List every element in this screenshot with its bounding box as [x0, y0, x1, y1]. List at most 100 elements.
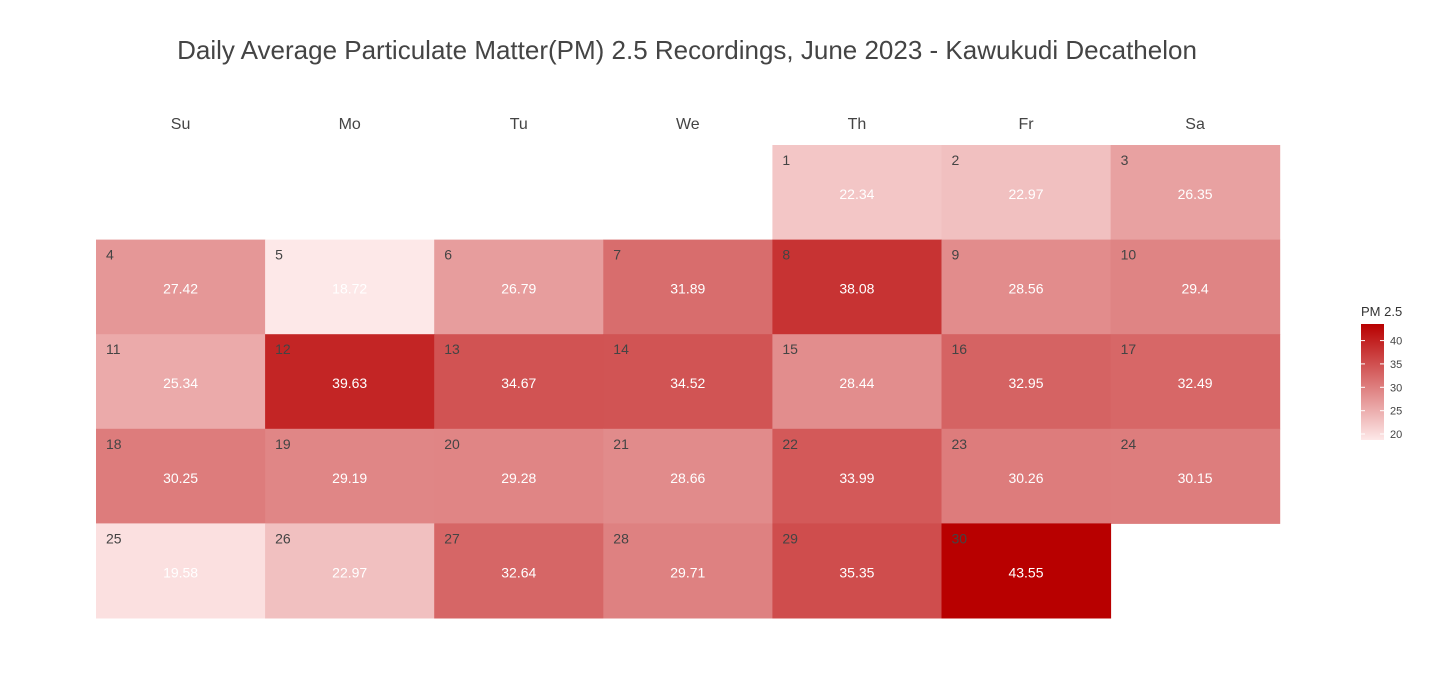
day-number: 10 — [1121, 247, 1137, 263]
day-number: 23 — [952, 436, 968, 452]
cell-rect — [603, 428, 773, 524]
calendar-cell-28: 28 29.71 — [603, 523, 773, 619]
cell-value: 32.95 — [1008, 375, 1043, 391]
cell-value: 18.72 — [332, 281, 367, 297]
cell-value: 29.71 — [670, 564, 705, 580]
chart-title: Daily Average Particulate Matter(PM) 2.5… — [177, 35, 1197, 65]
weekday-label-fr: Fr — [1018, 116, 1034, 133]
day-number: 9 — [952, 247, 960, 263]
cell-value: 22.97 — [332, 564, 367, 580]
cell-rect — [434, 428, 604, 524]
day-number: 7 — [613, 247, 621, 263]
cell-rect — [772, 334, 942, 430]
calendar-cell-5: 518.72 — [265, 239, 435, 335]
weekday-label-tu: Tu — [510, 116, 528, 133]
calendar-cell-2: 222.97 — [941, 145, 1112, 241]
calendar-cell-7: 731.89 — [603, 239, 773, 335]
cell-value: 33.99 — [839, 470, 874, 486]
legend-colorbar — [1361, 324, 1384, 440]
cell-value: 22.34 — [839, 186, 874, 202]
legend-title: PM 2.5 — [1361, 304, 1402, 319]
cell-rect — [96, 239, 266, 335]
calendar-cell-1: 122.34 — [772, 145, 942, 241]
cell-rect — [1110, 239, 1281, 335]
calendar-cell-19: 19 29.19 — [265, 428, 435, 524]
cell-value: 29.28 — [501, 470, 536, 486]
calendar-cell-11: 11 25.34 — [96, 334, 266, 430]
cell-value: 19.58 — [163, 564, 198, 580]
cell-value: 34.67 — [501, 375, 536, 391]
cell-value: 22.97 — [1008, 186, 1043, 202]
cell-value: 43.55 — [1008, 564, 1043, 580]
cell-rect — [772, 239, 942, 335]
calendar-cell-9: 928.56 — [941, 239, 1112, 335]
day-number: 21 — [613, 436, 629, 452]
day-number: 18 — [106, 436, 122, 452]
cell-value: 25.34 — [163, 375, 198, 391]
cell-value: 26.35 — [1178, 186, 1213, 202]
day-number: 3 — [1121, 152, 1129, 168]
cell-rect — [265, 523, 435, 619]
cell-value: 26.79 — [501, 281, 536, 297]
cell-value: 29.19 — [332, 470, 367, 486]
legend-tick-label: 20 — [1390, 429, 1402, 441]
day-number: 30 — [952, 530, 968, 546]
calendar-cell-30: 30 43.55 — [941, 523, 1112, 619]
day-number: 2 — [952, 152, 960, 168]
cell-rect — [941, 145, 1112, 241]
calendar-grid: 122.34222.97326.35427.42518.72626.79731.… — [96, 145, 1281, 619]
weekday-label-th: Th — [848, 116, 867, 133]
cell-value: 30.26 — [1008, 470, 1043, 486]
calendar-cell-4: 427.42 — [96, 239, 266, 335]
day-number: 24 — [1121, 436, 1137, 452]
cell-value: 32.64 — [501, 564, 536, 580]
day-number: 20 — [444, 436, 460, 452]
calendar-cell-6: 626.79 — [434, 239, 604, 335]
legend-tick-label: 35 — [1390, 359, 1402, 371]
cell-value: 29.4 — [1181, 281, 1208, 297]
cell-value: 30.25 — [163, 470, 198, 486]
calendar-cell-14: 14 34.52 — [603, 334, 773, 430]
cell-rect — [941, 334, 1112, 430]
calendar-cell-16: 16 32.95 — [941, 334, 1112, 430]
cell-value: 30.15 — [1178, 470, 1213, 486]
day-number: 11 — [106, 341, 121, 357]
weekday-label-sa: Sa — [1185, 116, 1205, 133]
calendar-cell-22: 22 33.99 — [772, 428, 942, 524]
calendar-cell-24: 24 30.15 — [1110, 428, 1281, 524]
day-number: 14 — [613, 341, 629, 357]
calendar-cell-29: 29 35.35 — [772, 523, 942, 619]
legend-tick-label: 25 — [1390, 406, 1402, 418]
day-number: 16 — [952, 341, 968, 357]
cell-value: 28.66 — [670, 470, 705, 486]
cell-value: 27.42 — [163, 281, 198, 297]
day-number: 15 — [782, 341, 798, 357]
cell-value: 39.63 — [332, 375, 367, 391]
cell-rect — [772, 145, 942, 241]
day-number: 28 — [613, 530, 629, 546]
weekday-label-we: We — [676, 116, 700, 133]
day-number: 17 — [1121, 341, 1137, 357]
day-number: 5 — [275, 247, 283, 263]
cell-rect — [603, 523, 773, 619]
legend-tick-label: 30 — [1390, 382, 1402, 394]
cell-rect — [265, 428, 435, 524]
cell-rect — [772, 523, 942, 619]
cell-value: 31.89 — [670, 281, 705, 297]
calendar-cell-12: 12 39.63 — [265, 334, 435, 430]
legend-tick-label: 40 — [1390, 336, 1402, 348]
calendar-cell-17: 17 32.49 — [1110, 334, 1281, 430]
day-number: 8 — [782, 247, 790, 263]
cell-rect — [96, 523, 266, 619]
weekday-label-su: Su — [171, 116, 191, 133]
weekday-label-mo: Mo — [339, 116, 361, 133]
cell-value: 28.44 — [839, 375, 874, 391]
cell-rect — [265, 334, 435, 430]
calendar-cell-8: 838.08 — [772, 239, 942, 335]
calendar-cell-15: 15 28.44 — [772, 334, 942, 430]
day-number: 6 — [444, 247, 452, 263]
cell-rect — [603, 334, 773, 430]
calendar-cell-3: 326.35 — [1110, 145, 1281, 241]
